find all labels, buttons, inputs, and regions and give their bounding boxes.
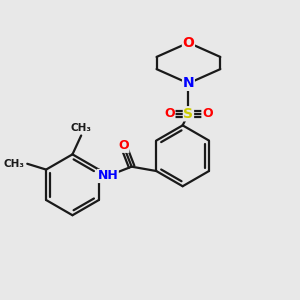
Text: NH: NH [98,169,118,182]
Text: O: O [202,107,213,120]
Text: CH₃: CH₃ [71,123,92,133]
Text: O: O [118,139,129,152]
Text: S: S [183,107,194,121]
Text: O: O [164,107,175,120]
Text: N: N [183,76,194,90]
Text: O: O [182,36,194,50]
Text: CH₃: CH₃ [4,159,25,169]
